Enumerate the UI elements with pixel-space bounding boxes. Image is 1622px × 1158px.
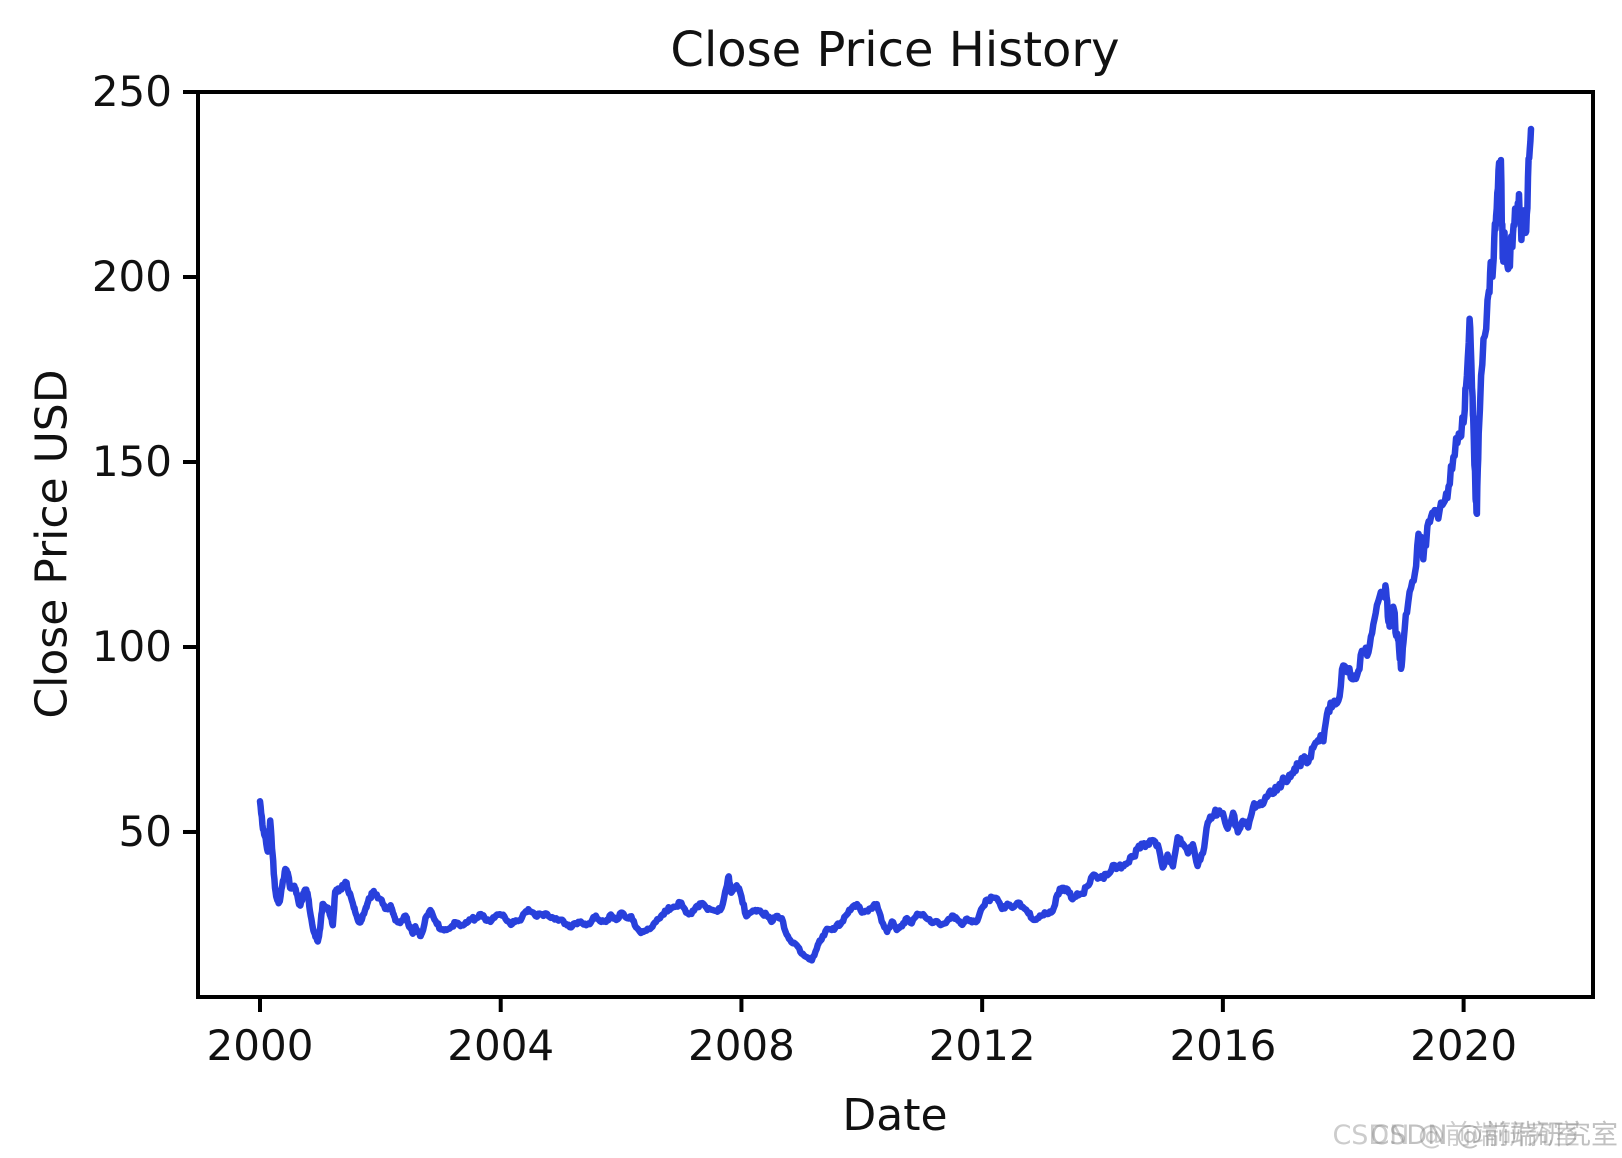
x-axis-label: Date xyxy=(842,1090,948,1141)
y-axis-label: Close Price USD xyxy=(26,369,78,719)
x-tick-label: 2008 xyxy=(688,1021,795,1070)
y-tick-label: 50 xyxy=(119,807,172,856)
x-tick-label: 2016 xyxy=(1169,1021,1276,1070)
x-tick-label: 2004 xyxy=(447,1021,554,1070)
axes-spines xyxy=(196,90,1595,999)
y-tick-label: 100 xyxy=(92,622,172,671)
x-tick-label: 2000 xyxy=(207,1021,314,1070)
y-tick-label: 150 xyxy=(92,437,172,486)
x-tick-label: 2012 xyxy=(929,1021,1036,1070)
x-tick-label: 2020 xyxy=(1410,1021,1517,1070)
close-price-line xyxy=(256,125,1535,964)
chart-title: Close Price History xyxy=(670,22,1120,78)
y-tick-label: 250 xyxy=(92,67,172,116)
y-tick-label: 200 xyxy=(92,252,172,301)
